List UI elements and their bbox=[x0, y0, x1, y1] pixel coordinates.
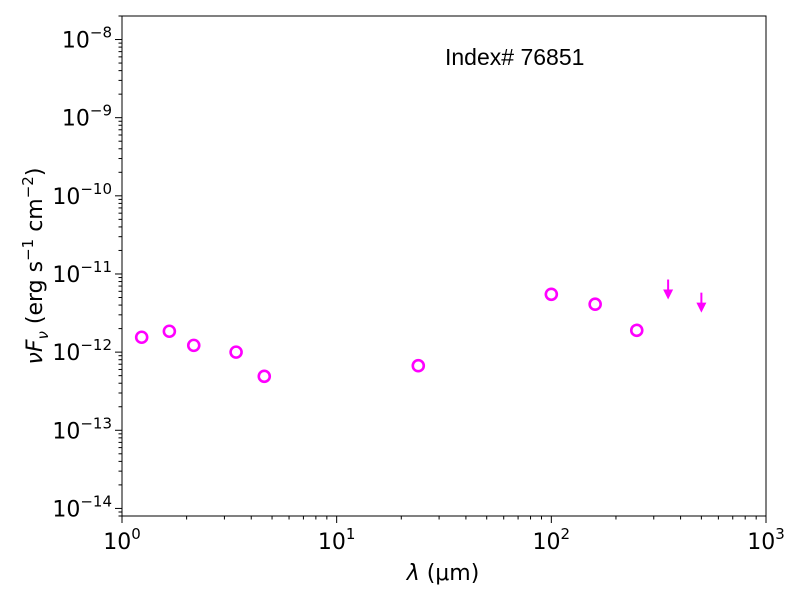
y-tick-label: 10−9 bbox=[62, 102, 112, 132]
y-axis-label: νFν (erg s−1 cm−2) bbox=[19, 168, 52, 365]
x-tick-label: 103 bbox=[747, 525, 785, 555]
data-point bbox=[629, 323, 644, 338]
y-tick-label: 10−11 bbox=[52, 258, 112, 288]
data-point bbox=[229, 345, 243, 359]
data-point bbox=[588, 297, 602, 312]
major-ticks bbox=[115, 39, 767, 523]
upper-limit-arrow bbox=[663, 279, 674, 300]
chart-annotation: Index# 76851 bbox=[445, 44, 584, 70]
y-tick-label: 10−8 bbox=[62, 24, 112, 54]
tick-labels: 100 101 102 103 10−14 10−13 10−12 10−11 10−10 10−… bbox=[52, 24, 784, 555]
plot-frame bbox=[121, 15, 767, 517]
x-tick-label: 102 bbox=[533, 525, 571, 555]
upper-limit-arrow bbox=[696, 292, 707, 313]
y-tick-label: 10−10 bbox=[52, 180, 112, 210]
data-point bbox=[411, 358, 426, 373]
data-point bbox=[544, 287, 559, 302]
data-point bbox=[162, 324, 177, 339]
x-axis-label: λ (μm) bbox=[406, 561, 480, 586]
upper-limit-arrows bbox=[663, 279, 707, 313]
data-point bbox=[134, 330, 149, 345]
data-points bbox=[134, 287, 644, 384]
arrow-head bbox=[663, 289, 674, 300]
x-tick-label: 100 bbox=[103, 525, 141, 555]
y-tick-label: 10−14 bbox=[52, 492, 112, 522]
y-tick-label: 10−12 bbox=[52, 336, 112, 366]
x-tick-label: 101 bbox=[318, 525, 356, 555]
data-point bbox=[257, 369, 272, 384]
arrow-head bbox=[696, 302, 707, 313]
y-tick-label: 10−13 bbox=[52, 414, 112, 444]
data-point bbox=[186, 338, 201, 353]
minor-ticks bbox=[118, 15, 757, 520]
